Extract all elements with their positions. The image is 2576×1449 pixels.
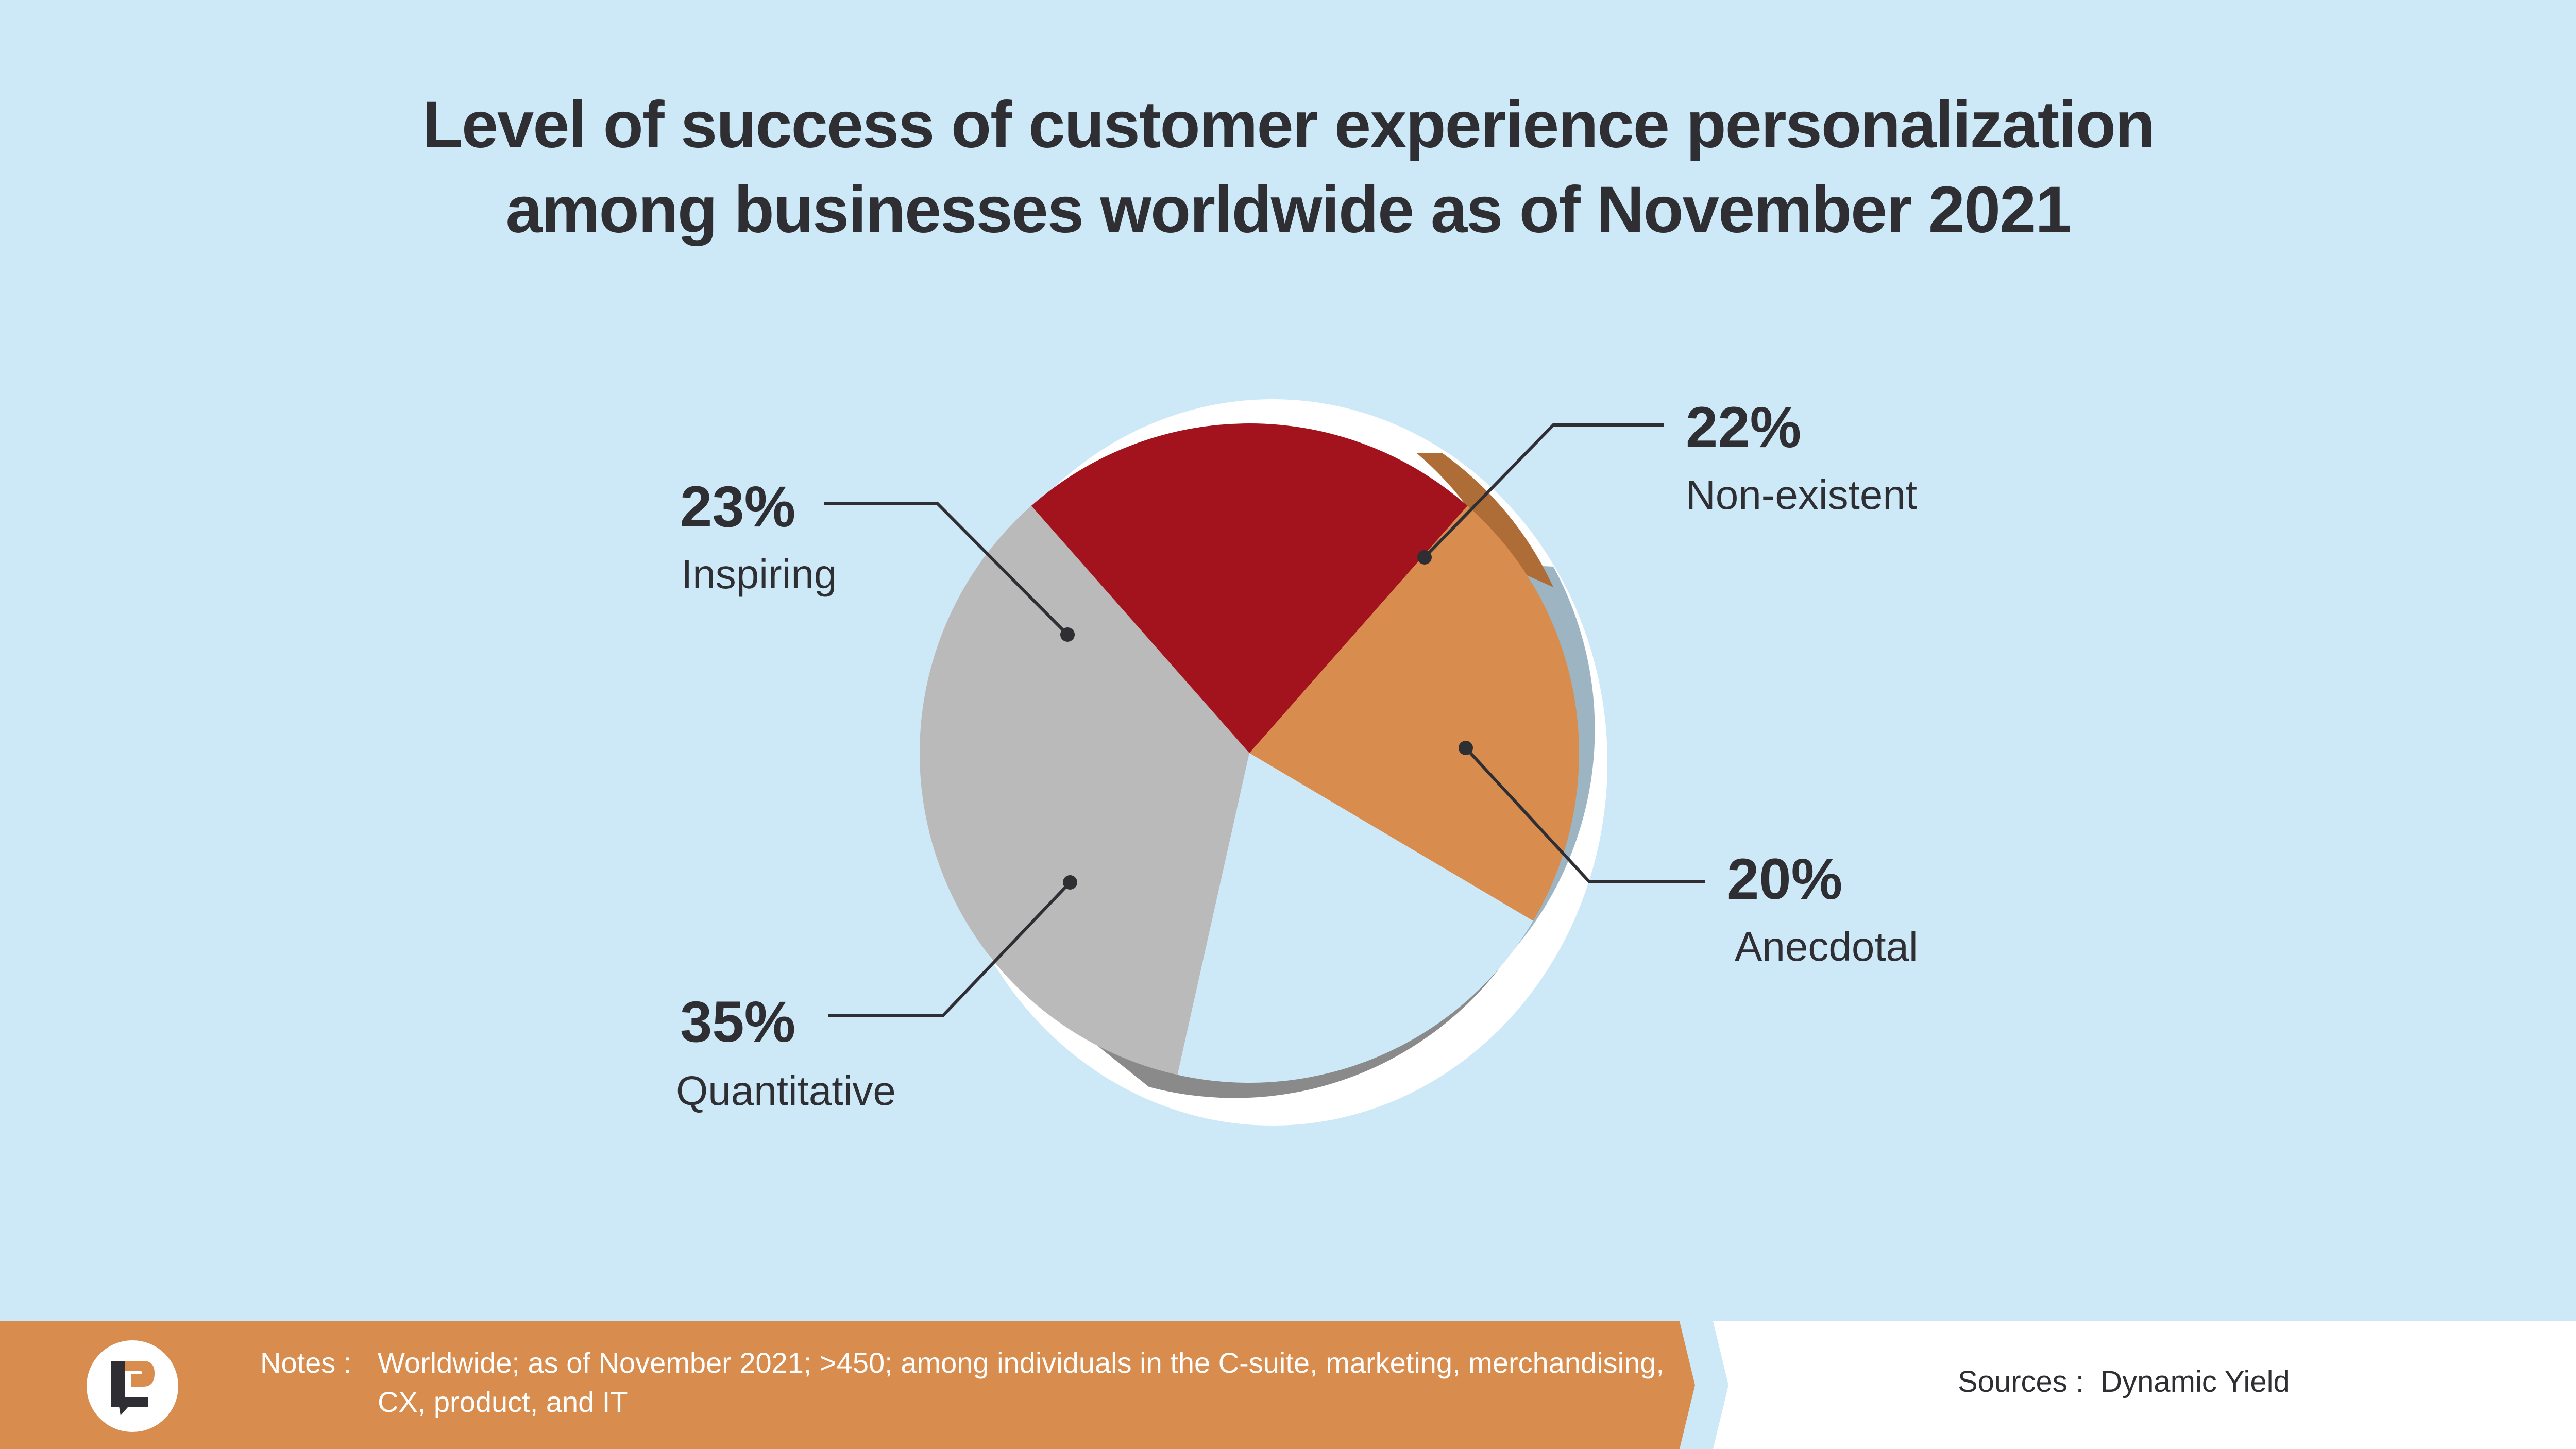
pct-label-quantitative: 35% (680, 990, 795, 1054)
callout-dot-quantitative (1063, 875, 1077, 890)
brand-logo (87, 1340, 178, 1432)
chart-title-line-2: among businesses worldwide as of Novembe… (505, 173, 2072, 247)
callout-line-inspiring (824, 502, 1069, 636)
category-label-quantitative: Quantitative (676, 1068, 896, 1114)
category-label-inspiring: Inspiring (681, 551, 837, 597)
pie-slice-quantitative (920, 505, 1249, 1075)
callout-dot-anecdotal (1459, 741, 1473, 755)
footer-sources-banner (1713, 1321, 2576, 1449)
callout-dot-non-existent (1417, 550, 1432, 565)
chart-title-line-1: Level of success of customer experience … (422, 88, 2156, 162)
category-label-non-existent: Non-existent (1686, 472, 1917, 518)
callout-line-anecdotal (1464, 746, 1705, 883)
notes-label: Notes : (260, 1346, 352, 1379)
sources-text: Sources : Dynamic Yield (1958, 1365, 2290, 1399)
pct-label-inspiring: 23% (680, 474, 795, 539)
pie-slice-anecdotal (1177, 753, 1533, 1083)
pie-callouts: 22% Non-existent 20% Anecdotal 35% Quant… (676, 395, 1918, 1114)
logo-icon (111, 1361, 155, 1416)
callout-line-quantitative (828, 881, 1072, 1017)
pct-label-non-existent: 22% (1686, 395, 1801, 459)
callout-line-non-existent (1423, 423, 1664, 559)
footer-notes-banner (0, 1321, 1695, 1449)
pie-depth-orange (1417, 453, 1553, 587)
pct-label-anecdotal: 20% (1727, 847, 1842, 911)
pie-slice-inspiring (1031, 423, 1468, 753)
notes-text: Worldwide; as of November 2021; >450; am… (378, 1346, 1664, 1418)
pie-slice-non-existent (1249, 505, 1579, 921)
pie-slices (920, 423, 1579, 1083)
category-label-anecdotal: Anecdotal (1735, 924, 1918, 969)
chart-title: Level of success of customer experience … (0, 82, 2576, 252)
callout-dot-inspiring (1060, 627, 1075, 642)
